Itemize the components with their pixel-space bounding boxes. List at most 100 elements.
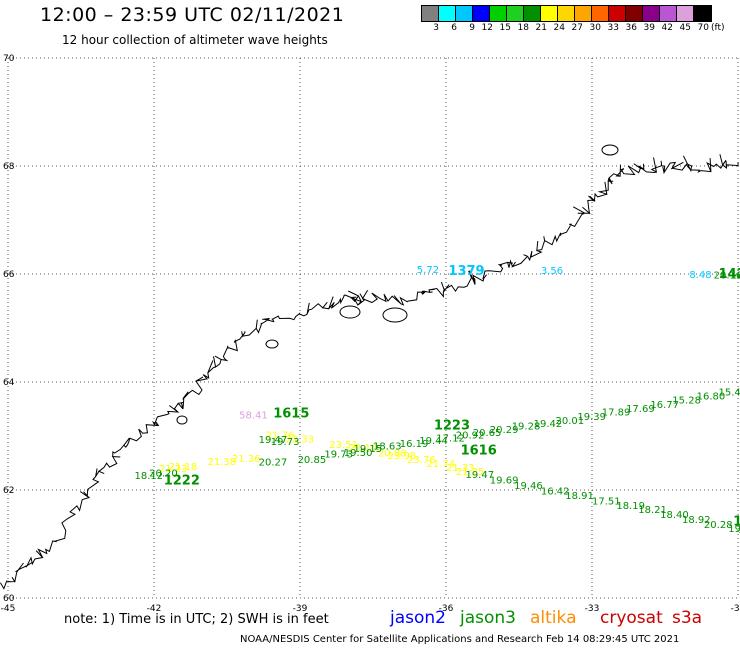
colorbar-swatch: [592, 6, 609, 21]
colorbar-swatch: [541, 6, 558, 21]
wave-height-value: 20.27: [259, 458, 288, 469]
colorbar-swatch: [558, 6, 575, 21]
wave-height-value: 18.82: [731, 270, 740, 281]
wave-height-value: 19.73: [324, 450, 353, 461]
wave-height-value: 16.42: [541, 486, 570, 497]
wave-height-value: 19.50: [344, 448, 373, 459]
map-grid: [7, 57, 739, 599]
lat-label: 62: [3, 486, 14, 496]
wave-height-value: 18.21: [638, 505, 667, 516]
colorbar-label: 15: [499, 23, 511, 33]
wave-height-value: 20.92: [456, 431, 485, 442]
colorbar-swatch: [643, 6, 660, 21]
wave-height-value: 20.85: [298, 455, 327, 466]
pass-time-label: 1223: [434, 419, 470, 434]
wave-height-value: 21.23: [159, 464, 188, 475]
colorbar: [421, 5, 712, 22]
colorbar-swatch: [456, 6, 473, 21]
wave-height-value: 8.48: [689, 270, 711, 281]
wave-height-value: 21.38: [208, 457, 237, 468]
wave-height-value: 18.91: [565, 491, 594, 502]
map-subtitle: 12 hour collection of altimeter wave hei…: [62, 33, 328, 47]
island-outline: [176, 415, 188, 425]
satellite-legend-altika: altika: [530, 608, 577, 628]
pass-time-label: 1222: [164, 474, 200, 489]
map-title: 12:00 – 23:59 UTC 02/11/2021: [40, 4, 345, 26]
wave-height-value: 15.28: [672, 396, 701, 407]
colorbar-labels: 3 6 9 12 15 18 21 24 27 30 33 36 39 42 45 70: [421, 23, 709, 33]
wave-height-value: 58.41: [239, 411, 268, 422]
pass-time-label: 1615: [273, 407, 309, 422]
wave-height-value: 16.48: [738, 525, 740, 536]
wave-height-value: 17.89: [602, 407, 631, 418]
colorbar-swatch: [439, 6, 456, 21]
wave-height-value: 3.56: [541, 266, 563, 277]
wave-height-value: 23.51: [329, 440, 358, 451]
wave-height-value: 23.76: [407, 455, 436, 466]
coastline-path: [0, 154, 739, 590]
credit-line: NOAA/NESDIS Center for Satellite Applica…: [240, 634, 680, 645]
wave-height-value: 16.77: [650, 400, 679, 411]
colorbar-swatch: [626, 6, 643, 21]
wave-height-value: 18.40: [660, 510, 689, 521]
wave-height-value: 20.65: [473, 428, 502, 439]
wave-height-value: 20.16: [714, 270, 740, 281]
lon-label: -45: [1, 604, 16, 614]
pass-time-label: 1616: [461, 443, 497, 458]
wave-height-value: 17.69: [626, 404, 655, 415]
colorbar-label: 39: [643, 23, 655, 33]
wave-height-value: 18.92: [682, 515, 711, 526]
wave-height-value: 21.25: [456, 467, 485, 478]
colorbar-swatch: [473, 6, 490, 21]
colorbar-label: 45: [679, 23, 691, 33]
wave-height-value: 21.18: [169, 462, 198, 473]
wave-height-value: 21.76: [266, 431, 295, 442]
wave-height-value: 20.88: [378, 449, 407, 460]
colorbar-swatch: [694, 6, 711, 21]
lat-label: 64: [3, 378, 15, 388]
island-outline: [265, 339, 279, 349]
lat-label: 60: [3, 594, 15, 604]
wave-height-value: 21.36: [232, 454, 261, 465]
satellite-legend-cryosat: cryosat: [600, 608, 663, 628]
colorbar-label: 3: [433, 23, 439, 33]
lon-label: -36: [439, 604, 454, 614]
colorbar-label: 21: [535, 23, 547, 33]
wave-height-value: 19.44: [419, 436, 448, 447]
colorbar-label: 18: [517, 23, 529, 33]
satellite-legend-s3a: s3a: [672, 608, 703, 628]
colorbar-swatch: [660, 6, 677, 21]
wave-height-value: 19.42: [534, 419, 563, 430]
colorbar-label: 9: [469, 23, 475, 33]
wave-height-value: 19.15: [354, 444, 383, 455]
wave-height-value: 19.73: [271, 437, 300, 448]
wave-height-value: 18.63: [373, 442, 402, 453]
pass-time-label: 1379: [448, 264, 484, 279]
pass-time-label: 1420: [719, 267, 740, 282]
colorbar-swatch: [609, 6, 626, 21]
colorbar-label: 27: [571, 23, 583, 33]
wave-height-value: 21.74: [427, 459, 456, 470]
wave-height-value: 19.46: [514, 481, 543, 492]
wave-height-value: 15.48: [719, 388, 740, 399]
wave-height-value: 18.12: [135, 471, 164, 482]
wave-height-value: 5.72: [417, 265, 439, 276]
colorbar-label: 6: [451, 23, 457, 33]
wave-height-value: 19.91: [728, 524, 740, 535]
wave-height-value: 22.10: [349, 443, 378, 454]
wave-height-value: 22.33: [285, 434, 314, 445]
lat-label: 70: [3, 54, 15, 64]
wave-height-value: 20.28: [704, 520, 733, 531]
greenland-coastline: [0, 144, 739, 590]
wave-height-value: 18.19: [616, 501, 645, 512]
colorbar-label: 70: [697, 23, 709, 33]
lat-label: 68: [3, 162, 15, 172]
wave-height-value: 17.12: [436, 433, 465, 444]
colorbar-unit: (ft): [711, 23, 725, 33]
wave-height-value: 20.29: [490, 425, 519, 436]
lon-label: -39: [293, 604, 308, 614]
island-outline: [601, 144, 619, 156]
island-outline: [382, 307, 408, 323]
